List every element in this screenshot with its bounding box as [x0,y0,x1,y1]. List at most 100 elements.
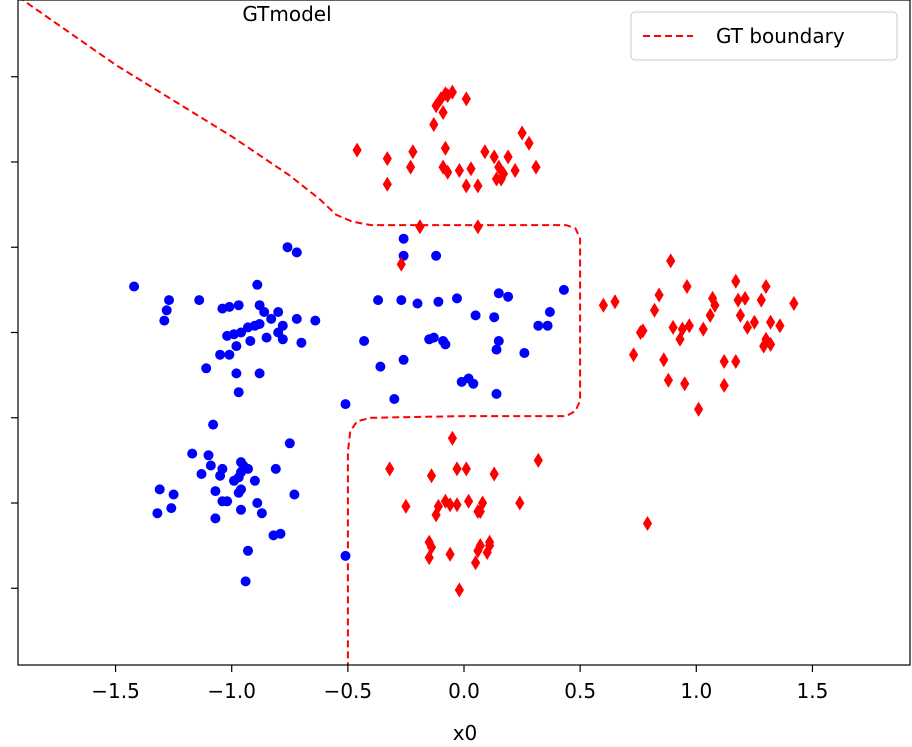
data-point-circle [168,489,179,500]
data-point-diamond [445,546,455,562]
data-point-diamond [461,178,471,194]
data-point-circle [373,295,384,306]
legend-label: GT boundary [716,24,845,48]
data-point-diamond [473,178,483,194]
data-point-diamond [710,297,720,313]
data-point-circle [194,295,205,306]
data-point-circle [493,288,504,299]
data-point-diamond [666,253,676,269]
data-point-diamond [438,159,448,175]
data-point-diamond [515,495,525,511]
x-tick-label: 1.0 [680,679,712,703]
data-point-circle [161,305,172,316]
data-point-diamond [438,105,448,120]
data-point-circle [489,312,500,323]
data-point-circle [291,313,302,324]
data-point-circle [187,448,198,459]
x-tick-label: 1.5 [797,679,829,703]
data-point-circle [289,489,300,500]
data-point-diamond [663,372,673,388]
chart-title: GTmodel [242,2,331,26]
data-point-circle [359,336,370,346]
data-point-diamond [473,219,483,235]
data-point-circle [201,363,212,374]
data-point-circle [166,503,177,514]
data-point-circle [222,496,233,507]
data-point-circle [277,334,288,345]
data-point-circle [431,250,442,261]
data-point-diamond [408,144,418,160]
data-point-diamond [749,314,759,330]
data-point-circle [291,247,302,258]
data-point-diamond [731,354,741,369]
data-point-circle [215,470,226,481]
x-tick-label: 0.5 [564,679,596,703]
x-tick-label: −1.0 [207,679,256,703]
data-point-circle [310,315,321,326]
data-point-circle [215,349,226,360]
data-point-diamond [761,279,771,294]
data-point-diamond [610,294,620,310]
data-point-diamond [638,323,648,339]
data-point-diamond [431,98,441,114]
data-point-diamond [735,307,745,323]
data-point-diamond [684,318,694,334]
data-point-circle [236,504,246,515]
legend-box [630,11,898,61]
data-point-diamond [436,91,446,107]
data-point-circle [129,281,140,292]
data-point-circle [428,332,439,343]
data-point-circle [224,349,235,360]
data-point-circle [503,291,514,302]
data-point-diamond [440,493,450,509]
data-point-circle [229,475,239,486]
data-point-diamond [517,125,527,141]
data-point-circle [236,484,246,495]
data-point-circle [152,508,163,519]
data-point-circle [284,438,295,449]
data-point-diamond [385,461,395,477]
data-point-circle [470,310,481,321]
data-point-circle [159,315,170,326]
data-point-diamond [677,321,687,337]
data-point-circle [259,307,270,317]
data-point-circle [375,361,386,372]
data-point-circle [398,233,409,244]
data-point-diamond [524,135,534,151]
data-point-circle [270,463,281,474]
data-point-circle [256,508,267,519]
data-point-circle [282,242,293,253]
data-point-circle [261,332,272,343]
data-point-diamond [766,336,776,352]
data-point-circle [266,313,277,324]
data-point-circle [398,354,409,365]
data-point-circle [154,484,165,495]
data-point-circle [544,307,555,317]
data-point-diamond [461,461,471,477]
points-layer [129,84,799,598]
data-point-circle [254,368,265,379]
data-point-diamond [431,507,441,523]
data-point-diamond [466,161,476,177]
data-point-diamond [649,302,660,318]
data-point-diamond [454,163,464,178]
data-point-diamond [429,117,439,132]
data-point-circle [203,450,214,461]
data-point-diamond [731,273,741,289]
data-point-diamond [352,142,362,158]
data-point-diamond [489,466,499,482]
data-point-circle [558,284,569,295]
data-point-diamond [440,140,450,156]
data-point-circle [205,460,216,471]
data-point-diamond [464,493,474,509]
data-point-diamond [705,307,715,323]
data-point-diamond [719,354,729,369]
data-point-diamond [682,279,692,294]
data-point-diamond [694,401,704,417]
data-point-circle [231,341,242,352]
data-point-diamond [443,88,453,103]
data-point-diamond [642,516,653,531]
data-point-diamond [475,504,485,519]
data-point-circle [231,368,242,379]
